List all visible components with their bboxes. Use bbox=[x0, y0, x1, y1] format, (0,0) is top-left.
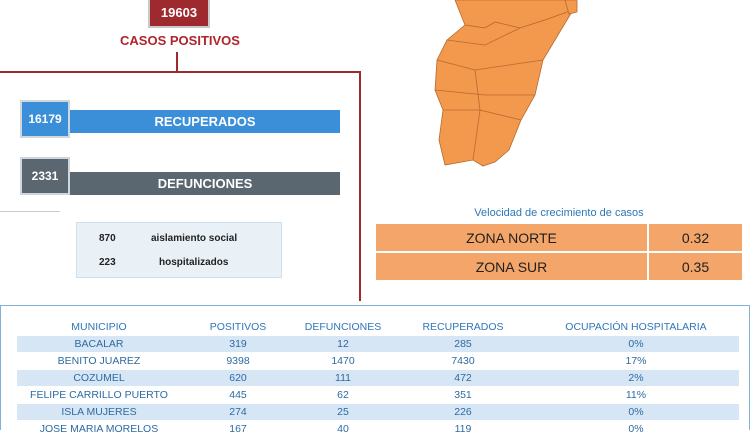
quintana-roo-map bbox=[434, 0, 578, 167]
cell-positivos: 167 bbox=[229, 423, 247, 435]
cell-municipio: JOSE MARIA MORELOS bbox=[39, 423, 159, 435]
recuperados-count-box: 16179 bbox=[20, 100, 70, 138]
defunciones-count-box: 2331 bbox=[20, 157, 70, 195]
header-defunciones: DEFUNCIONES bbox=[304, 321, 382, 333]
cell-recuperados: 226 bbox=[454, 406, 472, 418]
active-hospitalizados-label: hospitalizados bbox=[159, 257, 229, 268]
zone-norte-name: ZONA NORTE bbox=[376, 224, 647, 251]
header-municipio: MUNICIPIO bbox=[71, 321, 127, 333]
defunciones-bar: DEFUNCIONES bbox=[70, 172, 340, 195]
cell-defunciones: 12 bbox=[337, 338, 349, 350]
cell-ocupacion: 0% bbox=[628, 406, 644, 418]
positivos-count-box: 19603 bbox=[148, 0, 210, 28]
cell-municipio: COZUMEL bbox=[73, 372, 125, 384]
zone-sur-name: ZONA SUR bbox=[376, 253, 647, 280]
table-row: FELIPE CARRILLO PUERTO 445 62 351 11% bbox=[17, 387, 739, 403]
zone-sur-value: 0.35 bbox=[649, 253, 742, 280]
header-ocupacion: OCUPACIÓN HOSPITALARIA bbox=[565, 321, 707, 333]
map-region-mainland bbox=[434, 9, 574, 167]
cell-recuperados: 351 bbox=[454, 389, 472, 401]
cell-municipio: BACALAR bbox=[74, 338, 124, 350]
defunciones-label: DEFUNCIONES bbox=[157, 176, 253, 191]
cell-defunciones: 40 bbox=[337, 423, 349, 435]
zone-row-sur: ZONA SUR 0.35 bbox=[376, 253, 742, 280]
cell-positivos: 274 bbox=[229, 406, 247, 418]
map-border-3 bbox=[434, 89, 535, 96]
header-recuperados: RECUPERADOS bbox=[422, 321, 504, 333]
cell-municipio: ISLA MUJERES bbox=[61, 406, 137, 418]
recuperados-bar: RECUPERADOS bbox=[70, 110, 340, 133]
table-row: JOSE MARIA MORELOS 167 40 119 0% bbox=[17, 421, 739, 437]
active-cases-box: 870 aislamiento social 223 hospitalizado… bbox=[76, 222, 282, 278]
cell-ocupacion: 0% bbox=[628, 338, 644, 350]
connector-stem bbox=[176, 52, 178, 72]
recuperados-label: RECUPERADOS bbox=[154, 114, 256, 129]
cell-defunciones: 111 bbox=[335, 372, 351, 384]
cell-defunciones: 1470 bbox=[331, 355, 355, 367]
cell-positivos: 9398 bbox=[226, 355, 250, 367]
active-row-aislamiento: 870 aislamiento social bbox=[77, 233, 281, 247]
cell-ocupacion: 0% bbox=[628, 423, 644, 435]
active-aislamiento-label: aislamiento social bbox=[151, 233, 238, 244]
active-aislamiento-value: 870 bbox=[99, 233, 116, 244]
connector-right-drop bbox=[359, 71, 361, 301]
map-border-5 bbox=[443, 109, 481, 161]
table-row: COZUMEL 620 111 472 2% bbox=[17, 370, 739, 386]
positivos-label: CASOS POSITIVOS bbox=[120, 33, 240, 48]
recuperados-count: 16179 bbox=[28, 112, 62, 126]
table-row: BACALAR 319 12 285 0% bbox=[17, 336, 739, 352]
map-island-cozumel bbox=[564, 0, 578, 15]
table-header: MUNICIPIO POSITIVOS DEFUNCIONES RECUPERA… bbox=[1, 319, 749, 333]
cell-recuperados: 7430 bbox=[451, 355, 475, 367]
cell-positivos: 445 bbox=[229, 389, 247, 401]
zone-row-norte: ZONA NORTE 0.32 bbox=[376, 224, 742, 251]
table-row: BENITO JUAREZ 9398 1470 7430 17% bbox=[17, 353, 739, 369]
stats-divider bbox=[0, 211, 60, 212]
cell-ocupacion: 2% bbox=[628, 372, 644, 384]
cell-recuperados: 472 bbox=[454, 372, 472, 384]
positivos-count: 19603 bbox=[160, 5, 198, 20]
cell-recuperados: 285 bbox=[454, 338, 472, 350]
defunciones-count: 2331 bbox=[31, 169, 59, 183]
cell-ocupacion: 17% bbox=[625, 355, 647, 367]
cell-municipio: FELIPE CARRILLO PUERTO bbox=[30, 389, 168, 401]
cell-positivos: 319 bbox=[229, 338, 247, 350]
map-border-1 bbox=[446, 27, 521, 46]
cell-ocupacion: 11% bbox=[625, 389, 647, 401]
zone-norte-value: 0.32 bbox=[649, 224, 742, 251]
active-hospitalizados-value: 223 bbox=[99, 257, 116, 268]
cell-defunciones: 62 bbox=[337, 389, 349, 401]
table-row: ISLA MUJERES 274 25 226 0% bbox=[17, 404, 739, 420]
cell-recuperados: 119 bbox=[454, 423, 472, 435]
active-row-hospitalizados: 223 hospitalizados bbox=[77, 257, 281, 271]
cell-defunciones: 25 bbox=[337, 406, 349, 418]
municipality-table: MUNICIPIO POSITIVOS DEFUNCIONES RECUPERA… bbox=[0, 305, 750, 435]
cell-positivos: 620 bbox=[229, 372, 247, 384]
growth-title: Velocidad de crecimiento de casos bbox=[474, 207, 644, 219]
connector-horizontal bbox=[0, 71, 361, 73]
cell-municipio: BENITO JUAREZ bbox=[57, 355, 141, 367]
header-positivos: POSITIVOS bbox=[209, 321, 267, 333]
